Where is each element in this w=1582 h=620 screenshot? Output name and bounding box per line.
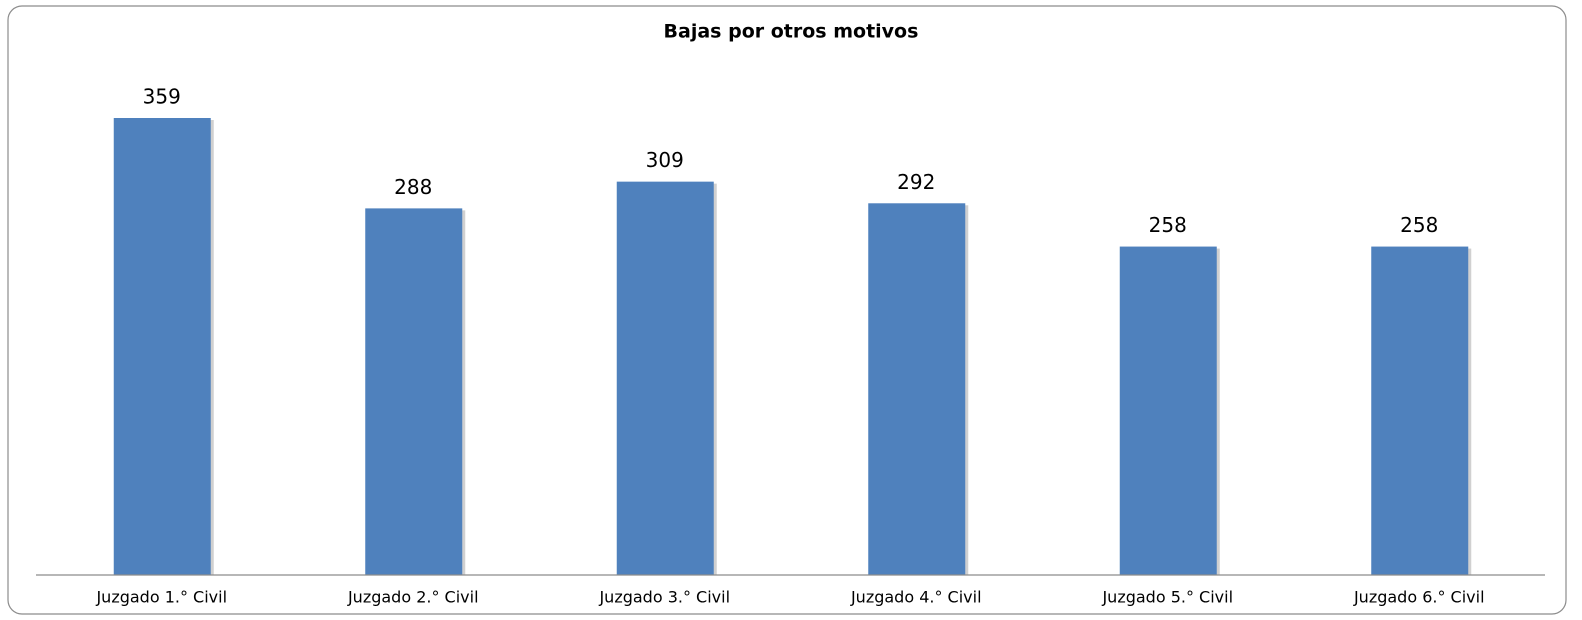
data-label: 258 [1149,213,1187,237]
bar [113,118,211,575]
bar [365,208,463,575]
bar [1371,246,1469,575]
x-tick-label: Juzgado 2.° Civil [347,588,479,607]
bar [868,203,966,576]
x-tick-label: Juzgado 3.° Civil [598,588,730,607]
data-label: 309 [646,148,684,172]
data-label: 288 [394,175,432,199]
x-tick-label: Juzgado 1.° Civil [95,588,227,607]
bar [1119,246,1217,575]
data-label: 359 [143,85,181,109]
x-tick-label: Juzgado 4.° Civil [850,588,982,607]
x-tick-label: Juzgado 5.° Civil [1101,588,1233,607]
x-tick-label: Juzgado 6.° Civil [1353,588,1485,607]
data-label: 258 [1400,213,1438,237]
bar [616,181,714,575]
chart-title: Bajas por otros motivos [664,21,919,43]
chart-frame [7,5,1567,615]
data-label: 292 [897,170,935,194]
